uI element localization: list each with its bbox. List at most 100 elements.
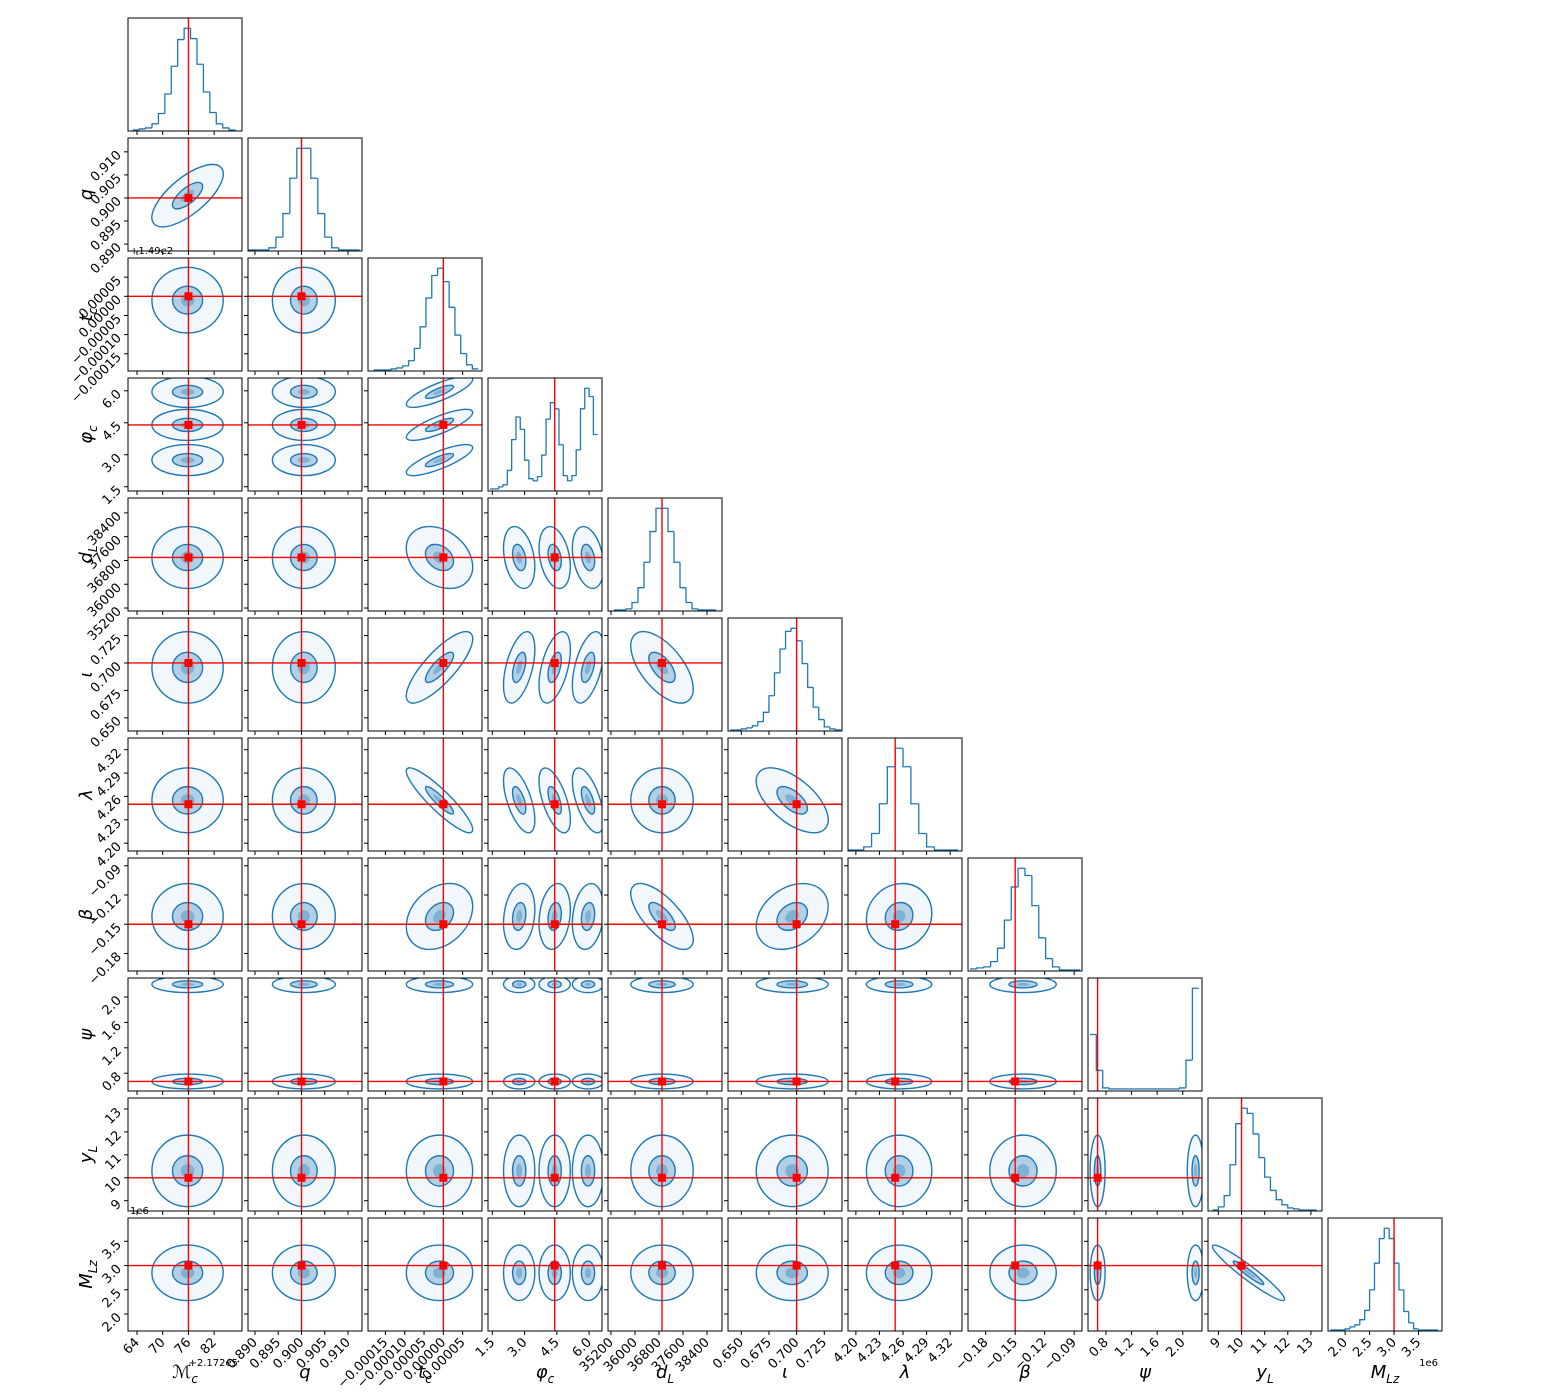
panel-background — [608, 1098, 722, 1211]
panel-frame — [967, 1217, 1083, 1332]
panel-frame — [727, 857, 843, 972]
panel-frame — [967, 977, 1083, 1092]
contour — [171, 651, 204, 684]
truth-point — [658, 920, 666, 929]
x-tick-label: 64 — [121, 1335, 143, 1357]
panel — [968, 978, 1082, 1091]
panel — [728, 1218, 842, 1331]
panel-frame — [607, 857, 723, 972]
contour — [755, 978, 829, 994]
histogram-step — [170, 65, 178, 95]
y-tick-label: 2.0 — [100, 993, 125, 1018]
panel — [1089, 978, 1199, 1091]
contour — [151, 443, 224, 477]
histogram-step — [282, 212, 290, 238]
histogram-step — [886, 766, 896, 804]
y-tick-label: 2.0 — [100, 1310, 125, 1335]
panel — [608, 738, 722, 851]
label-symbol: φ — [76, 432, 97, 444]
truth-point — [1011, 1173, 1020, 1182]
panel — [488, 858, 602, 971]
panel — [968, 1218, 1082, 1331]
panel-frame — [847, 1217, 963, 1332]
panel-frame — [847, 977, 963, 1092]
x-tick-label: 4.23 — [854, 1335, 885, 1366]
panel — [614, 498, 716, 611]
panel-background — [128, 1098, 242, 1211]
panel — [728, 858, 842, 971]
contour — [171, 1260, 204, 1286]
panel-background — [248, 1098, 362, 1211]
histogram-step — [545, 418, 551, 456]
panel-background — [488, 618, 602, 731]
panel-frame — [247, 617, 363, 732]
y-tick-label: 12 — [103, 1128, 125, 1150]
density-core — [297, 457, 310, 464]
panel — [248, 858, 362, 971]
panel-frame — [247, 1217, 363, 1332]
panel — [248, 1218, 362, 1331]
histogram-step — [571, 474, 577, 481]
y-tick-label: 4.26 — [94, 793, 125, 824]
panel — [608, 618, 722, 731]
contour — [271, 631, 336, 704]
histogram-step — [331, 237, 339, 249]
histogram-step — [498, 486, 504, 489]
truth-point — [184, 800, 193, 809]
panel-background — [248, 978, 362, 1091]
x-axis-label: dL — [656, 1362, 674, 1386]
histogram-step — [528, 460, 534, 480]
contour — [580, 1260, 596, 1286]
contour — [502, 631, 536, 704]
panel-frame — [127, 137, 243, 252]
histogram-step — [933, 846, 943, 851]
histogram-step — [465, 353, 473, 366]
density-core — [585, 982, 592, 986]
label-symbol: β — [1018, 1362, 1031, 1383]
contour — [271, 1244, 336, 1302]
y-axis-label: ι — [76, 671, 97, 677]
panel-background — [1088, 1098, 1202, 1211]
histogram-step — [425, 297, 432, 327]
contour — [502, 978, 536, 994]
panel-background — [608, 1218, 722, 1331]
density-core — [516, 1267, 523, 1279]
histogram-step — [460, 335, 467, 355]
panel-frame — [127, 1217, 243, 1332]
density-core — [1241, 1267, 1256, 1279]
histogram-step — [834, 728, 841, 731]
histogram-step — [1031, 875, 1039, 907]
y-tick-label: 0.8 — [100, 1069, 125, 1094]
histogram-step — [1412, 1322, 1419, 1330]
truth-point — [297, 920, 306, 929]
histogram-step — [541, 454, 547, 477]
panel — [488, 1218, 602, 1331]
histogram-step — [983, 966, 991, 968]
truth-point — [891, 1261, 900, 1270]
histogram-step — [1344, 1328, 1351, 1330]
histogram-step — [1388, 1228, 1395, 1240]
truth-point — [184, 292, 193, 301]
density-core — [785, 910, 800, 923]
panel — [368, 858, 482, 971]
x-tick-label: 4.32 — [925, 1335, 956, 1366]
label-subscript: c — [86, 307, 100, 314]
histogram-step — [649, 530, 656, 563]
histogram-step — [588, 388, 594, 398]
panel — [490, 378, 598, 491]
truth-point — [1011, 1077, 1020, 1086]
panel — [248, 618, 362, 731]
panel — [848, 1218, 962, 1331]
density-core — [180, 910, 195, 923]
truth-point — [658, 1261, 666, 1270]
contour — [151, 882, 224, 951]
density-core — [785, 1267, 800, 1279]
x-tick-label: 3.0 — [505, 1335, 530, 1360]
truth-point — [439, 920, 448, 929]
truth-point — [792, 1077, 801, 1086]
panel-frame — [1087, 1217, 1203, 1332]
panel-background — [368, 258, 482, 371]
x-axis-label: MLz — [1371, 1362, 1400, 1386]
y-tick-label: 2.5 — [100, 1286, 125, 1311]
